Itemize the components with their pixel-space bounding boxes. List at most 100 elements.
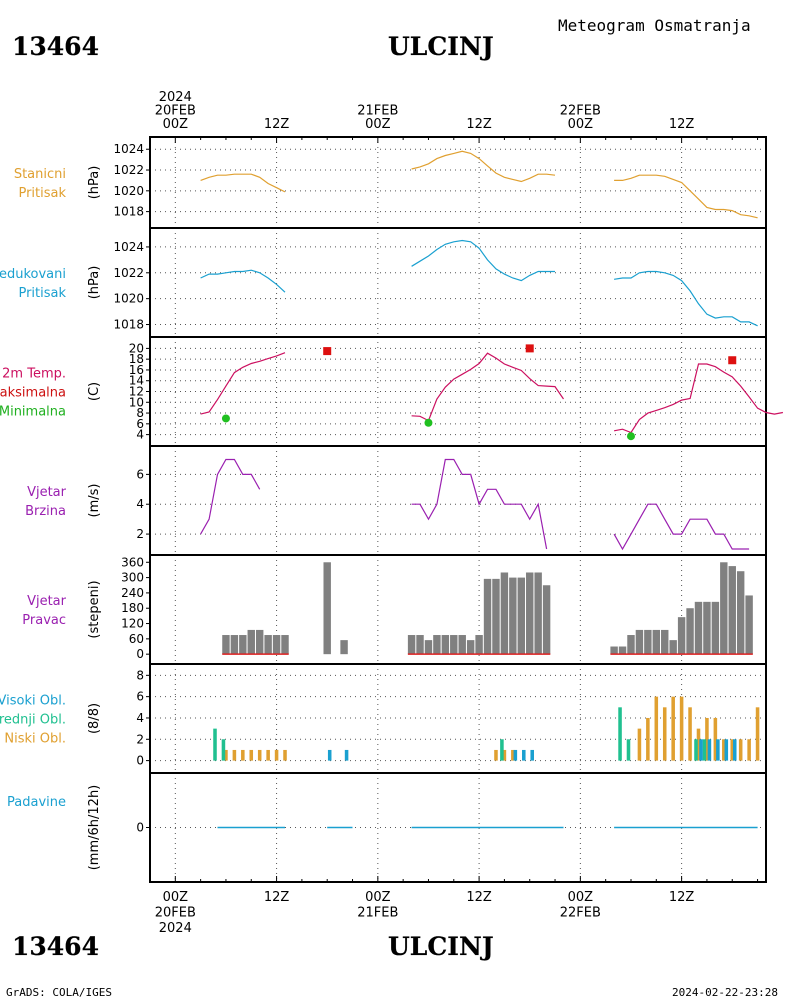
bar-vjetar-pravac: [610, 646, 618, 655]
y-tick-label: 20: [129, 341, 144, 355]
x-tick-label-bottom: 2024: [159, 921, 192, 936]
panel-label: Srednji Obl.: [0, 713, 66, 728]
y-axis-unit: (m/s): [87, 484, 102, 518]
bar-vjetar-pravac: [239, 635, 247, 655]
y-axis-unit: (stepeni): [87, 580, 102, 638]
x-tick-label-top: 22FEB: [560, 104, 601, 119]
bar-niski-obl: [224, 749, 228, 761]
series-line-2m-temp: [613, 363, 784, 434]
bar-vjetar-pravac: [492, 578, 500, 655]
bar-niski-obl: [747, 739, 751, 761]
bar-niski-obl: [671, 696, 675, 761]
bar-vjetar-pravac: [230, 635, 239, 655]
bar-srednji-obl: [702, 739, 707, 761]
series-line-redukovani-pritisak: [614, 270, 758, 327]
bar-niski-obl: [502, 749, 507, 761]
meteogram-subtitle: Meteogram Osmatranja: [558, 16, 751, 35]
min-temp-marker: [626, 432, 635, 441]
bar-vjetar-pravac: [728, 566, 736, 655]
y-tick-label: 2: [136, 527, 144, 541]
bar-vjetar-pravac: [745, 595, 753, 655]
y-tick-label: 10: [129, 395, 144, 409]
bar-vjetar-pravac: [475, 635, 483, 655]
x-tick-label-bottom: 00Z: [568, 890, 594, 905]
bar-niski-obl: [511, 749, 515, 761]
bar-vjetar-pravac: [720, 562, 728, 655]
panel-precipitation: 0 (mm/6h/12h) Padavine: [7, 773, 766, 882]
bar-niski-obl: [738, 739, 743, 761]
y-axis-unit: (C): [87, 382, 102, 401]
x-tick-label-bottom: 12Z: [669, 890, 695, 905]
bar-vjetar-pravac: [694, 601, 703, 655]
panel-label: Niski Obl.: [4, 732, 66, 747]
bar-niski-obl: [755, 707, 760, 761]
bar-niski-obl: [662, 707, 667, 761]
x-tick-label-bottom: 22FEB: [560, 906, 601, 921]
y-tick-label: 0: [136, 647, 144, 661]
bar-vjetar-pravac: [677, 617, 686, 655]
bar-visoki-obl: [707, 739, 712, 761]
series-line-redukovani-pritisak: [200, 269, 286, 293]
bar-vjetar-pravac: [703, 601, 711, 655]
plot-frame: [149, 136, 767, 883]
x-tick-label-top: 12Z: [669, 117, 695, 132]
bar-vjetar-pravac: [416, 635, 424, 655]
panel-label: Brzina: [25, 504, 66, 519]
panel-label: 2m Temp.: [2, 367, 66, 382]
y-tick-label: 16: [129, 363, 144, 377]
y-axis-unit: (hPa): [87, 166, 102, 200]
panel-label: Maksimalna: [0, 386, 66, 401]
bar-niski-obl: [688, 707, 692, 761]
bar-vjetar-pravac: [255, 629, 264, 655]
bar-vjetar-pravac: [424, 640, 433, 655]
panel-label: Pravac: [22, 613, 66, 628]
y-tick-label: 1018: [113, 318, 144, 332]
y-tick-label: 1022: [113, 266, 144, 280]
bar-srednji-obl: [626, 739, 631, 761]
y-tick-label: 1020: [113, 184, 144, 198]
y-tick-label: 0: [136, 754, 144, 768]
bar-niski-obl: [696, 728, 701, 761]
x-tick-label-bottom: 21FEB: [357, 906, 398, 921]
bar-vjetar-pravac: [644, 629, 652, 655]
max-temp-marker: [323, 347, 332, 356]
panel-label: Vjetar: [27, 485, 67, 500]
bar-vjetar-pravac: [483, 578, 492, 655]
x-tick-label-top: 2024: [159, 90, 192, 105]
bar-niski-obl: [241, 749, 245, 761]
bar-vjetar-pravac: [222, 635, 230, 655]
bar-vjetar-pravac: [458, 635, 466, 655]
bar-vjetar-pravac: [433, 635, 441, 655]
y-tick-label: 180: [121, 601, 144, 615]
bar-niski-obl: [713, 717, 718, 761]
panel-label: Redukovani: [0, 267, 66, 282]
y-tick-label: 8: [136, 668, 144, 682]
x-tick-label-bottom: 20FEB: [155, 906, 196, 921]
panel-label: Padavine: [7, 795, 66, 810]
bar-vjetar-pravac: [247, 629, 255, 655]
bar-niski-obl: [494, 749, 498, 761]
bar-niski-obl: [249, 749, 254, 761]
bar-vjetar-pravac: [534, 572, 542, 655]
bar-vjetar-pravac: [264, 635, 272, 655]
bar-vjetar-pravac: [517, 577, 526, 655]
bar-vjetar-pravac: [509, 577, 517, 655]
bar-vjetar-pravac: [711, 601, 720, 655]
y-axis-unit: (mm/6h/12h): [87, 785, 102, 871]
panel-label: Stanicni: [14, 167, 66, 182]
meteogram-panels: 1018102010221024(hPa)StanicniPritisak101…: [0, 90, 784, 936]
y-tick-label: 6: [136, 690, 144, 704]
bar-niski-obl: [283, 749, 287, 761]
panel-label: Minimalna: [0, 405, 66, 420]
max-temp-marker: [525, 344, 534, 353]
panel-station-pressure: 1018 1020 1022 1024 (hPa) Stanicni Pritisak: [14, 137, 766, 228]
bar-vjetar-pravac: [340, 640, 348, 655]
panel-label: Visoki Obl.: [0, 694, 66, 709]
y-tick-label: 12: [129, 385, 144, 399]
bar-niski-obl: [705, 717, 709, 761]
bar-vjetar-pravac: [526, 572, 534, 655]
bar-vjetar-pravac: [500, 572, 509, 655]
bar-niski-obl: [257, 749, 262, 761]
y-tick-label: 1022: [113, 163, 144, 177]
